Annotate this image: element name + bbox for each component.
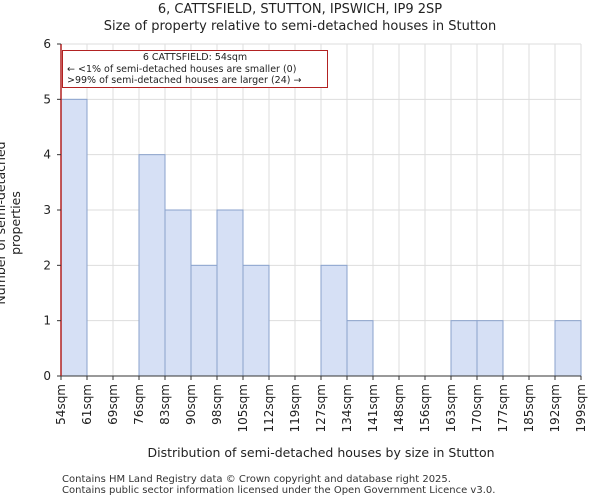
- x-tick-label: 170sqm: [470, 384, 484, 432]
- x-tick-label: 127sqm: [314, 384, 328, 432]
- annotation-line-1: 6 CATTSFIELD: 54sqm: [142, 52, 248, 63]
- x-axis-label: Distribution of semi-detached houses by …: [147, 445, 495, 460]
- footer-copyright: Contains HM Land Registry data © Crown c…: [62, 474, 451, 485]
- bar: [450, 320, 478, 377]
- x-tick-label: 156sqm: [418, 384, 432, 432]
- annotation-line-3: >99% of semi-detached houses are larger …: [67, 75, 302, 86]
- y-tick-label: 4: [43, 148, 51, 162]
- chart-subtitle: Size of property relative to semi-detach…: [103, 19, 497, 34]
- x-tick-label: 119sqm: [288, 384, 302, 432]
- bar: [164, 209, 192, 377]
- chart-title: 6, CATTSFIELD, STUTTON, IPSWICH, IP9 2SP: [157, 2, 443, 17]
- x-tick-label: 177sqm: [496, 384, 510, 432]
- bar: [190, 264, 218, 377]
- y-tick-label: 5: [43, 92, 51, 106]
- x-tick-label: 134sqm: [340, 384, 354, 432]
- x-tick-label: 83sqm: [158, 384, 172, 425]
- bar: [320, 264, 348, 377]
- x-tick-label: 61sqm: [80, 384, 94, 425]
- bar: [138, 154, 166, 377]
- y-tick-label: 6: [43, 37, 51, 51]
- bar: [346, 320, 374, 377]
- annotation-line-2: ← <1% of semi-detached houses are smalle…: [67, 63, 297, 75]
- y-axis-label: Number of semi-detached properties: [0, 141, 23, 305]
- bar: [476, 320, 504, 377]
- y-tick-label: 0: [43, 369, 51, 383]
- x-tick-label: 199sqm: [574, 384, 588, 432]
- x-tick-label: 185sqm: [522, 384, 536, 432]
- x-tick-label: 54sqm: [54, 384, 68, 425]
- x-tick-label: 105sqm: [236, 384, 250, 432]
- bar: [242, 264, 270, 377]
- bar: [60, 98, 88, 377]
- x-tick-label: 98sqm: [210, 384, 224, 425]
- x-tick-label: 90sqm: [184, 384, 198, 425]
- x-tick-label: 163sqm: [444, 384, 458, 432]
- x-tick-label: 192sqm: [548, 384, 562, 432]
- bar: [554, 320, 582, 377]
- x-tick-label: 69sqm: [106, 384, 120, 425]
- y-tick-label: 2: [43, 258, 51, 272]
- annotation-box: 6 CATTSFIELD: 54sqm ← <1% of semi-detach…: [62, 50, 328, 88]
- bar: [216, 209, 244, 377]
- x-tick-label: 148sqm: [392, 384, 406, 432]
- footer-licence: Contains public sector information licen…: [62, 485, 496, 496]
- y-tick-label: 3: [43, 203, 51, 217]
- x-tick-label: 76sqm: [132, 384, 146, 425]
- y-tick-label: 1: [43, 314, 51, 328]
- x-tick-label: 141sqm: [366, 384, 380, 432]
- x-tick-label: 112sqm: [262, 384, 276, 432]
